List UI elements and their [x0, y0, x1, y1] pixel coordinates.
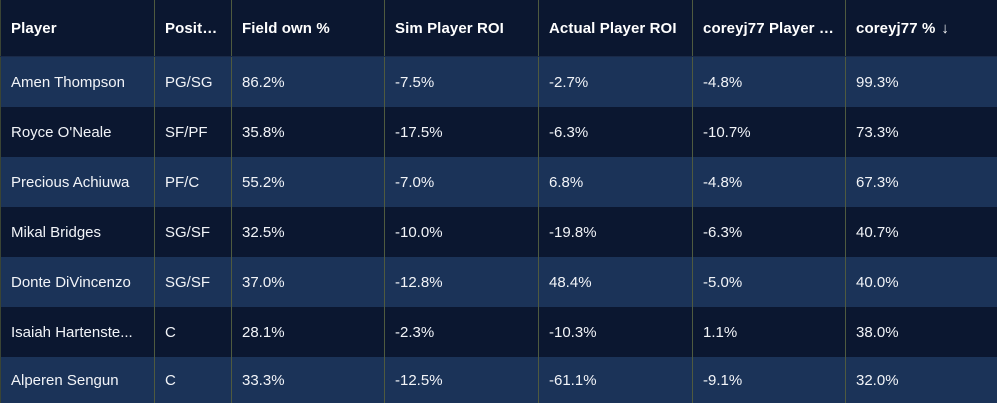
- cell-sim-player-roi: -2.3%: [384, 307, 539, 357]
- cell-position: PG/SG: [154, 56, 232, 107]
- cell-sim-player-roi: -12.5%: [384, 357, 539, 403]
- cell-player-name: Donte DiVincenzo: [0, 257, 155, 307]
- table-row[interactable]: Donte DiVincenzo SG/SF 37.0% -12.8% 48.4% -5.…: [0, 257, 997, 307]
- cell-user-player-roi: 1.1%: [692, 307, 846, 357]
- column-header-player[interactable]: Player: [0, 0, 155, 57]
- column-header-actual-player-roi[interactable]: Actual Player ROI: [538, 0, 693, 57]
- cell-actual-player-roi: 6.8%: [538, 157, 693, 207]
- cell-user-pct: 67.3%: [845, 157, 997, 207]
- cell-actual-player-roi: -61.1%: [538, 357, 693, 403]
- cell-player-name: Mikal Bridges: [0, 207, 155, 257]
- cell-position: C: [154, 307, 232, 357]
- column-header-user-player-roi[interactable]: coreyj77 Player R...: [692, 0, 846, 57]
- cell-position: SG/SF: [154, 207, 232, 257]
- cell-actual-player-roi: -10.3%: [538, 307, 693, 357]
- cell-player-name: Alperen Sengun: [0, 357, 155, 403]
- cell-sim-player-roi: -7.5%: [384, 56, 539, 107]
- column-header-label: Sim Player ROI: [395, 19, 504, 37]
- cell-position: SF/PF: [154, 107, 232, 157]
- cell-field-own: 35.8%: [231, 107, 385, 157]
- table-row[interactable]: Isaiah Hartenste... C 28.1% -2.3% -10.3% 1.1%…: [0, 307, 997, 357]
- cell-position: PF/C: [154, 157, 232, 207]
- table-body: Amen Thompson PG/SG 86.2% -7.5% -2.7% -4.8% 99…: [0, 56, 997, 403]
- cell-actual-player-roi: 48.4%: [538, 257, 693, 307]
- cell-field-own: 37.0%: [231, 257, 385, 307]
- cell-user-pct: 38.0%: [845, 307, 997, 357]
- column-header-label: coreyj77 Player R...: [703, 19, 843, 37]
- cell-user-player-roi: -5.0%: [692, 257, 846, 307]
- cell-sim-player-roi: -10.0%: [384, 207, 539, 257]
- cell-position: C: [154, 357, 232, 403]
- cell-user-pct: 32.0%: [845, 357, 997, 403]
- table-row[interactable]: Amen Thompson PG/SG 86.2% -7.5% -2.7% -4.8% 99…: [0, 56, 997, 107]
- column-header-label: Position: [165, 19, 225, 37]
- cell-user-player-roi: -6.3%: [692, 207, 846, 257]
- cell-field-own: 55.2%: [231, 157, 385, 207]
- column-header-label: Actual Player ROI: [549, 19, 677, 37]
- table-row[interactable]: Precious Achiuwa PF/C 55.2% -7.0% 6.8% -4.8% 6…: [0, 157, 997, 207]
- column-header-label: Field own %: [242, 19, 330, 37]
- column-header-label: Player: [11, 19, 57, 37]
- cell-actual-player-roi: -19.8%: [538, 207, 693, 257]
- cell-sim-player-roi: -7.0%: [384, 157, 539, 207]
- cell-actual-player-roi: -2.7%: [538, 56, 693, 107]
- column-header-user-pct[interactable]: coreyj77 % ↓: [845, 0, 997, 57]
- table-header-row: Player Position Field own % Sim Player R…: [0, 0, 997, 57]
- cell-sim-player-roi: -12.8%: [384, 257, 539, 307]
- cell-player-name: Precious Achiuwa: [0, 157, 155, 207]
- column-header-label: coreyj77 %: [856, 19, 936, 37]
- table-row[interactable]: Mikal Bridges SG/SF 32.5% -10.0% -19.8% -6.3%…: [0, 207, 997, 257]
- cell-user-pct: 40.0%: [845, 257, 997, 307]
- cell-user-pct: 40.7%: [845, 207, 997, 257]
- cell-field-own: 32.5%: [231, 207, 385, 257]
- table-row[interactable]: Alperen Sengun C 33.3% -12.5% -61.1% -9.1% 32.…: [0, 357, 997, 403]
- cell-actual-player-roi: -6.3%: [538, 107, 693, 157]
- cell-user-player-roi: -9.1%: [692, 357, 846, 403]
- cell-sim-player-roi: -17.5%: [384, 107, 539, 157]
- column-header-sim-player-roi[interactable]: Sim Player ROI: [384, 0, 539, 57]
- cell-position: SG/SF: [154, 257, 232, 307]
- cell-player-name: Amen Thompson: [0, 56, 155, 107]
- cell-field-own: 28.1%: [231, 307, 385, 357]
- cell-user-player-roi: -10.7%: [692, 107, 846, 157]
- table-row[interactable]: Royce O'Neale SF/PF 35.8% -17.5% -6.3% -10.7%…: [0, 107, 997, 157]
- cell-player-name: Isaiah Hartenste...: [0, 307, 155, 357]
- cell-user-player-roi: -4.8%: [692, 56, 846, 107]
- column-header-field-own[interactable]: Field own %: [231, 0, 385, 57]
- cell-player-name: Royce O'Neale: [0, 107, 155, 157]
- cell-user-player-roi: -4.8%: [692, 157, 846, 207]
- column-header-position[interactable]: Position: [154, 0, 232, 57]
- cell-field-own: 33.3%: [231, 357, 385, 403]
- cell-user-pct: 73.3%: [845, 107, 997, 157]
- cell-user-pct: 99.3%: [845, 56, 997, 107]
- cell-field-own: 86.2%: [231, 56, 385, 107]
- sort-descending-icon[interactable]: ↓: [941, 19, 949, 37]
